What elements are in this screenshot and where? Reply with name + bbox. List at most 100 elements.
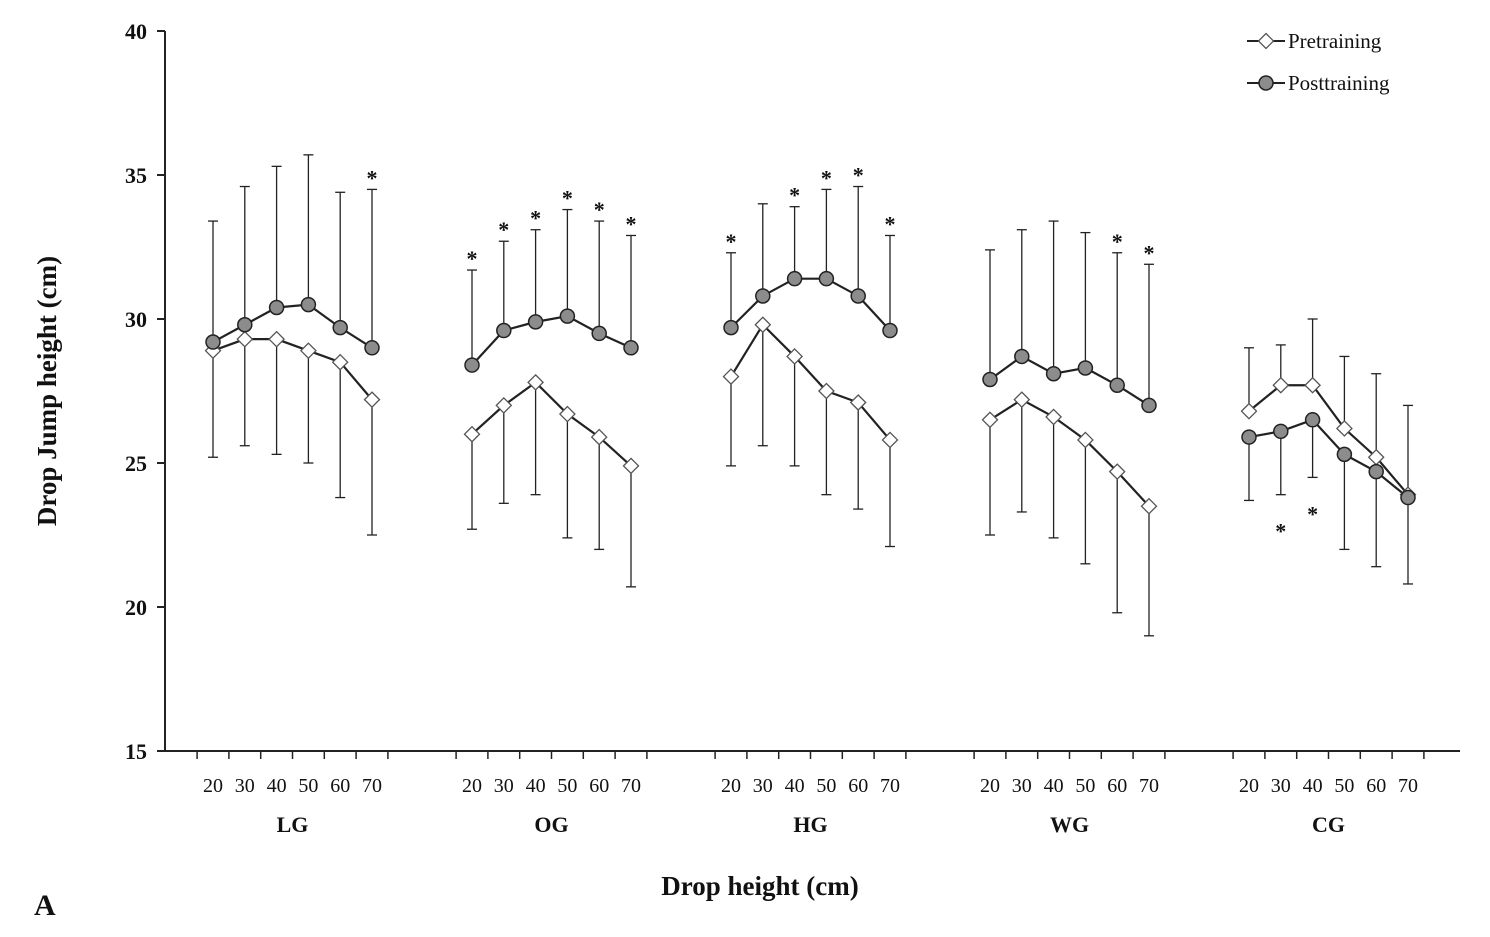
x-tick-label: 50 (557, 775, 577, 797)
significance-star: * (594, 197, 605, 222)
x-tick-label: 60 (848, 775, 868, 797)
data-point-posttraining (1304, 412, 1321, 428)
data-point-pretraining (1272, 376, 1290, 394)
data-point-pretraining (268, 330, 286, 348)
x-tick-label: 40 (785, 775, 805, 797)
legend-label-posttraining: Posttraining (1288, 71, 1390, 95)
legend: Pretraining Posttraining (1247, 29, 1390, 95)
data-point-pretraining (786, 348, 804, 365)
data-point-pretraining (1076, 431, 1094, 449)
x-tick-label: 40 (1044, 775, 1064, 797)
data-point-posttraining (464, 357, 480, 373)
significance-star: * (1112, 229, 1123, 254)
data-point-posttraining (1400, 489, 1416, 506)
x-axis-title: Drop height (cm) (661, 871, 858, 901)
significance-star: * (726, 229, 737, 254)
data-point-posttraining (559, 308, 576, 324)
data-point-pretraining (1240, 402, 1258, 420)
x-tick-label: 70 (880, 775, 900, 797)
series-lines-layer (212, 277, 1409, 507)
data-point-posttraining (786, 270, 803, 287)
data-point-pretraining (981, 411, 999, 429)
x-tick-label: 20 (1239, 775, 1259, 797)
data-point-posttraining (1273, 423, 1289, 440)
error-bars-layer (208, 154, 1413, 637)
data-point-posttraining (723, 319, 739, 336)
series-line-pretraining (1248, 384, 1409, 496)
axes-layer (157, 30, 1460, 759)
data-point-posttraining (1141, 397, 1157, 414)
data-point-pretraining (1013, 391, 1031, 409)
data-point-posttraining (755, 288, 771, 304)
x-tick-label: 40 (526, 775, 546, 797)
panel-label: A (34, 889, 56, 922)
data-point-pretraining (1108, 463, 1126, 481)
significance-star: * (789, 183, 800, 208)
data-point-pretraining (1335, 420, 1353, 437)
significance-star: * (498, 217, 509, 242)
x-tick-label: 60 (1107, 775, 1127, 797)
data-point-posttraining (623, 340, 639, 356)
x-tick-label: 60 (1366, 775, 1386, 797)
group-label: WG (1050, 812, 1089, 837)
x-tick-label: 40 (267, 775, 287, 797)
y-tick-label: 15 (125, 739, 147, 764)
text-layer: 15 20 25 30 35 40 * 20 30 40 50 60 70 LG * * * * * * 20 30 40 5… (32, 19, 1418, 922)
x-tick-label: 40 (1303, 775, 1323, 797)
series-line-pretraining (212, 338, 373, 401)
x-tick-label: 60 (330, 775, 350, 797)
x-tick-label: 30 (494, 775, 514, 797)
y-tick-label: 20 (125, 595, 147, 620)
data-point-pretraining (331, 353, 349, 371)
significance-star: * (1275, 519, 1286, 544)
x-tick-label: 50 (816, 775, 836, 797)
data-point-posttraining (1241, 429, 1257, 445)
y-tick-label: 30 (125, 307, 147, 332)
group-label: CG (1312, 812, 1345, 837)
significance-star: * (1144, 240, 1155, 265)
data-point-pretraining (558, 405, 576, 423)
group-label: OG (534, 812, 568, 837)
data-point-pretraining (817, 382, 835, 400)
data-point-pretraining (622, 457, 640, 475)
x-tick-label: 70 (621, 775, 641, 797)
significance-star: * (562, 186, 573, 211)
data-point-posttraining (237, 317, 253, 333)
series-line-posttraining (989, 355, 1150, 407)
data-point-posttraining (300, 296, 317, 313)
series-line-posttraining (730, 277, 891, 332)
significance-star: * (821, 165, 832, 190)
data-point-pretraining (849, 394, 867, 411)
x-tick-label: 30 (1271, 775, 1291, 797)
legend-marker-pretraining (1257, 32, 1275, 50)
x-tick-label: 30 (753, 775, 773, 797)
data-point-posttraining (268, 299, 285, 316)
data-point-pretraining (1304, 376, 1322, 394)
x-tick-label: 30 (1012, 775, 1032, 797)
group-label: HG (793, 812, 827, 837)
data-point-posttraining (882, 322, 898, 339)
data-point-posttraining (496, 322, 512, 339)
data-point-pretraining (722, 368, 740, 386)
x-tick-label: 60 (589, 775, 609, 797)
significance-star: * (885, 211, 896, 236)
data-point-posttraining (818, 270, 835, 287)
series-line-pretraining (471, 380, 632, 467)
data-point-pretraining (754, 316, 772, 334)
legend-marker-posttraining (1258, 75, 1274, 91)
x-tick-label: 30 (235, 775, 255, 797)
x-tick-label: 20 (203, 775, 223, 797)
significance-star: * (530, 206, 541, 231)
significance-star: * (1307, 501, 1318, 526)
data-point-posttraining (364, 340, 380, 356)
series-line-posttraining (1248, 418, 1409, 499)
data-point-pretraining (236, 330, 254, 348)
significance-star: * (467, 246, 478, 271)
data-point-pretraining (590, 428, 608, 446)
markers-layer (204, 270, 1417, 515)
significance-star: * (626, 211, 637, 236)
data-point-pretraining (527, 373, 545, 391)
data-point-pretraining (363, 391, 381, 409)
